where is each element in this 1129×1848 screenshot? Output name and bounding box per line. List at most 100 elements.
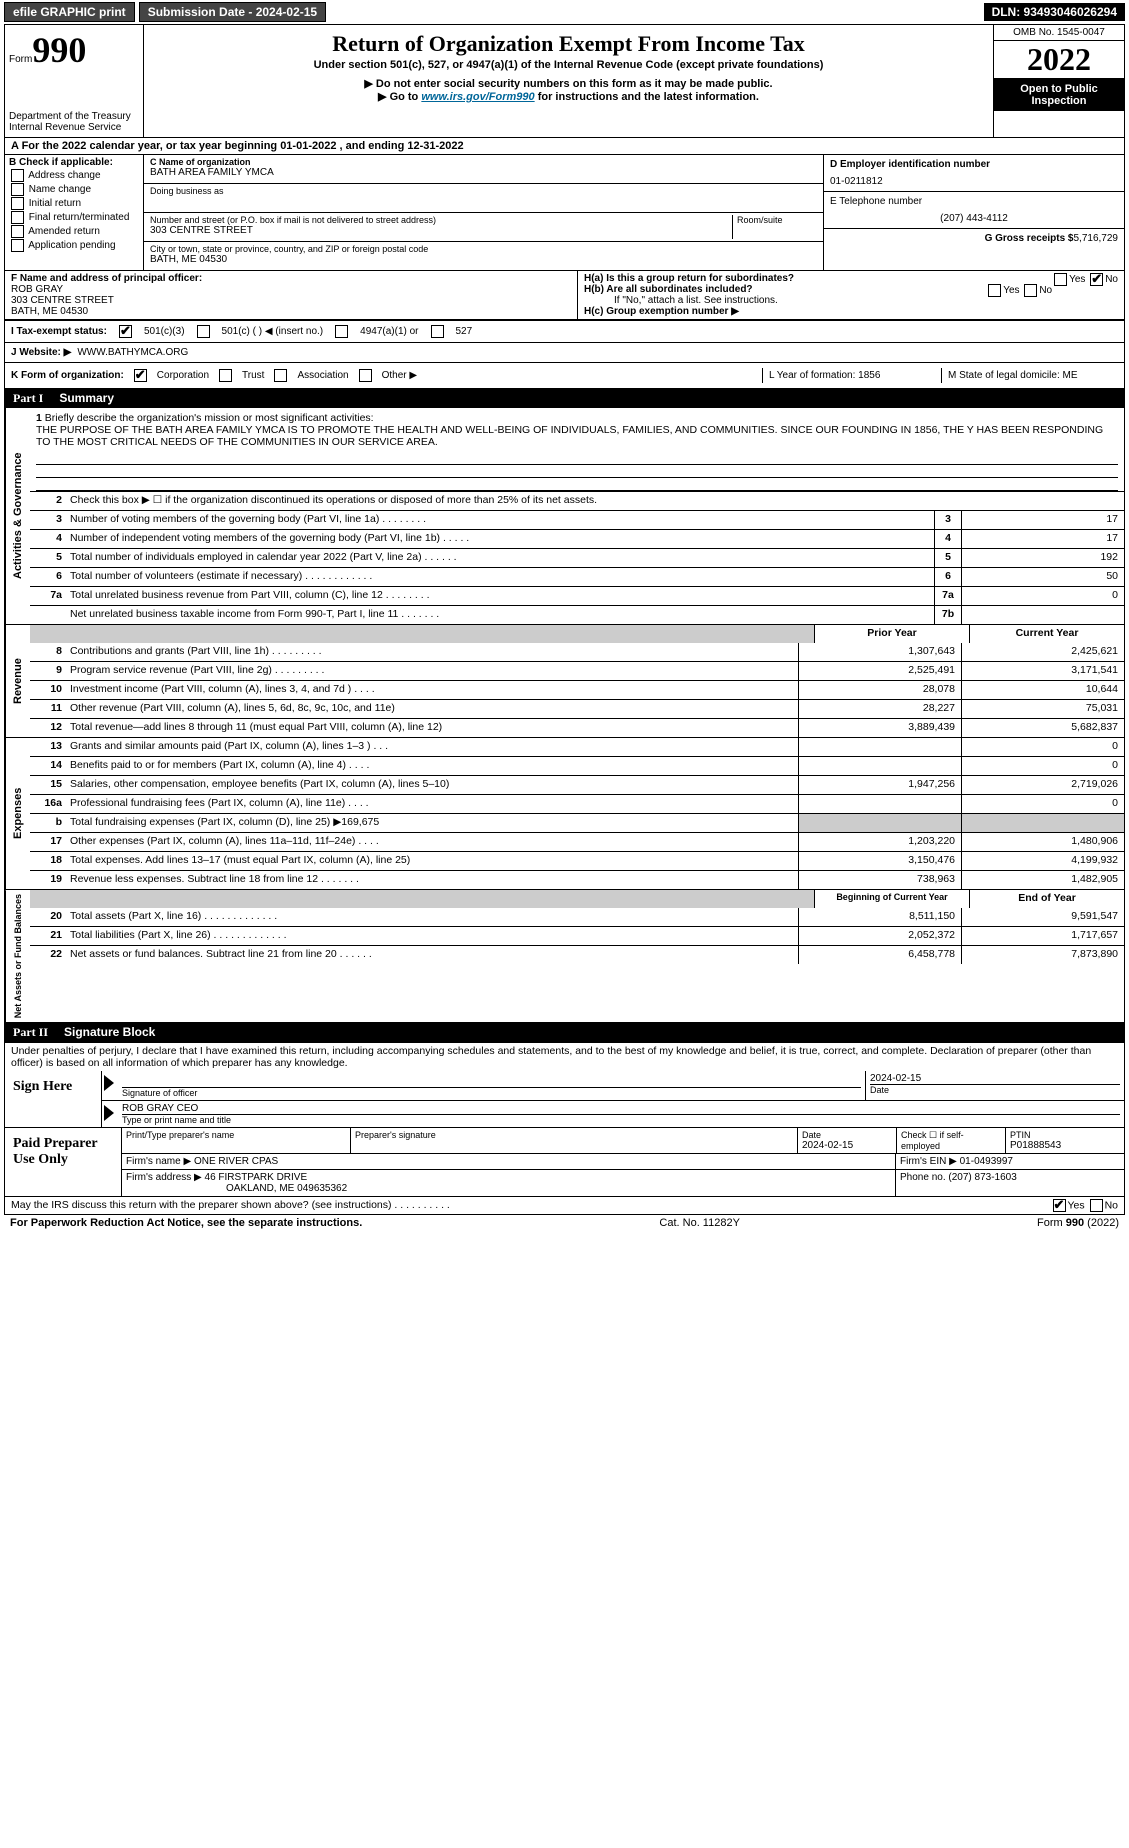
form-prefix: Form: [9, 54, 32, 65]
revenue-block: Revenue Prior YearCurrent Year 8Contribu…: [5, 625, 1124, 738]
street-addr: 303 CENTRE STREET: [150, 225, 728, 236]
form-990-page: Form990 Department of the Treasury Inter…: [4, 24, 1125, 1043]
irs-link[interactable]: www.irs.gov/Form990: [421, 91, 534, 103]
hdr-beg: Beginning of Current Year: [814, 890, 969, 908]
hdr-prior: Prior Year: [814, 625, 969, 643]
open-to-public: Open to Public Inspection: [994, 79, 1124, 111]
chk-address: Address change: [9, 169, 139, 182]
table-row: 10Investment income (Part VIII, column (…: [30, 680, 1124, 699]
ein-value: 01-0211812: [830, 176, 1118, 187]
identity-block: B Check if applicable: Address change Na…: [5, 155, 1124, 271]
dln: DLN: 93493046026294: [984, 3, 1125, 21]
mission-label: Briefly describe the organization's miss…: [45, 412, 374, 424]
efile-badge: efile GRAPHIC print: [4, 2, 135, 22]
table-row: 20Total assets (Part X, line 16) . . . .…: [30, 908, 1124, 926]
table-row: 13Grants and similar amounts paid (Part …: [30, 738, 1124, 756]
sign-date: 2024-02-15: [870, 1073, 1120, 1084]
name-label: C Name of organization: [150, 157, 817, 167]
dba-label: Doing business as: [150, 186, 817, 196]
officer-addr2: BATH, ME 04530: [11, 306, 571, 317]
ein-label: D Employer identification number: [830, 159, 1118, 170]
firm-ein: 01-0493997: [960, 1156, 1013, 1167]
website-row: J Website: ▶ WWW.BATHYMCA.ORG: [5, 343, 1124, 363]
addr-label: Number and street (or P.O. box if mail i…: [150, 215, 728, 225]
top-bar: efile GRAPHIC print Submission Date - 20…: [0, 0, 1129, 24]
gross-label: G Gross receipts $: [985, 233, 1074, 244]
tax-status-row: I Tax-exempt status: 501(c)(3) 501(c) ( …: [11, 325, 571, 338]
officer-name: ROB GRAY: [11, 284, 571, 295]
line5-val: 192: [961, 549, 1124, 567]
table-row: 21Total liabilities (Part X, line 26) . …: [30, 926, 1124, 945]
website-value: WWW.BATHYMCA.ORG: [77, 347, 188, 358]
table-row: 22Net assets or fund balances. Subtract …: [30, 945, 1124, 964]
room-label: Room/suite: [733, 215, 817, 239]
line4-val: 17: [961, 530, 1124, 548]
hdr-curr: Current Year: [969, 625, 1124, 643]
paid-preparer-block: Paid Preparer Use Only Print/Type prepar…: [4, 1128, 1125, 1197]
discuss-row: May the IRS discuss this return with the…: [4, 1197, 1125, 1215]
page-footer: For Paperwork Reduction Act Notice, see …: [4, 1215, 1125, 1231]
table-row: 17Other expenses (Part IX, column (A), l…: [30, 832, 1124, 851]
table-row: 15Salaries, other compensation, employee…: [30, 775, 1124, 794]
chk-final: Final return/terminated: [9, 211, 139, 224]
tax-year: 2022: [994, 41, 1124, 79]
chk-pending: Application pending: [9, 239, 139, 252]
city-state: BATH, ME 04530: [150, 254, 817, 265]
officer-addr1: 303 CENTRE STREET: [11, 295, 571, 306]
irs-label: Internal Revenue Service: [9, 122, 139, 133]
phone-value: (207) 443-4112: [830, 213, 1118, 224]
sign-here-label: Sign Here: [5, 1071, 101, 1127]
table-row: 16aProfessional fundraising fees (Part I…: [30, 794, 1124, 813]
table-row: bTotal fundraising expenses (Part IX, co…: [30, 813, 1124, 832]
preparer-label: Paid Preparer Use Only: [5, 1128, 121, 1196]
table-row: 8Contributions and grants (Part VIII, li…: [30, 643, 1124, 661]
officer-name-title: ROB GRAY CEO: [122, 1103, 1120, 1114]
name-title-label: Type or print name and title: [122, 1114, 1120, 1125]
state-domicile: M State of legal domicile: ME: [941, 368, 1124, 383]
side-governance: Activities & Governance: [5, 408, 30, 624]
side-netassets: Net Assets or Fund Balances: [5, 890, 30, 1022]
firm-addr2: OAKLAND, ME 049635362: [126, 1183, 347, 1194]
table-row: 11Other revenue (Part VIII, column (A), …: [30, 699, 1124, 718]
governance-block: Activities & Governance 1 Briefly descri…: [5, 408, 1124, 625]
hc-row: H(c) Group exemption number ▶: [584, 306, 1118, 317]
org-name: BATH AREA FAMILY YMCA: [150, 167, 817, 178]
paperwork-notice: For Paperwork Reduction Act Notice, see …: [10, 1217, 362, 1229]
chk-name: Name change: [9, 183, 139, 196]
form-org-row: K Form of organization: Corporation Trus…: [5, 363, 756, 388]
line7b: Net unrelated business taxable income fr…: [66, 606, 934, 624]
ssn-note: ▶ Do not enter social security numbers o…: [152, 77, 985, 90]
firm-phone: (207) 873-1603: [948, 1172, 1016, 1183]
table-row: 18Total expenses. Add lines 13–17 (must …: [30, 851, 1124, 870]
firm-addr1: 46 FIRSTPARK DRIVE: [205, 1172, 308, 1183]
sig-officer-label: Signature of officer: [122, 1087, 861, 1098]
col-b-checkboxes: B Check if applicable: Address change Na…: [5, 155, 144, 270]
part1-header: Part I Summary: [5, 389, 1124, 408]
line4: Number of independent voting members of …: [66, 530, 934, 548]
col-de: D Employer identification number 01-0211…: [823, 155, 1124, 270]
line7a-val: 0: [961, 587, 1124, 605]
line7a: Total unrelated business revenue from Pa…: [66, 587, 934, 605]
col-c-org: C Name of organization BATH AREA FAMILY …: [144, 155, 823, 270]
phone-label: E Telephone number: [830, 196, 1118, 207]
chk-initial: Initial return: [9, 197, 139, 210]
gross-value: 5,716,729: [1074, 233, 1119, 244]
table-row: 12Total revenue—add lines 8 through 11 (…: [30, 718, 1124, 737]
officer-label: F Name and address of principal officer:: [11, 273, 571, 284]
row-a-period: A For the 2022 calendar year, or tax yea…: [5, 138, 1124, 155]
table-row: 9Program service revenue (Part VIII, lin…: [30, 661, 1124, 680]
sign-here-block: Sign Here Signature of officer 2024-02-1…: [4, 1071, 1125, 1128]
officer-group-row: F Name and address of principal officer:…: [5, 271, 1124, 320]
table-row: 19Revenue less expenses. Subtract line 1…: [30, 870, 1124, 889]
hdr-end: End of Year: [969, 890, 1124, 908]
line6-val: 50: [961, 568, 1124, 586]
form-number: 990: [32, 30, 86, 70]
part2-header: Part II Signature Block: [5, 1023, 1124, 1042]
form-subtitle: Under section 501(c), 527, or 4947(a)(1)…: [152, 59, 985, 71]
line2: Check this box ▶ ☐ if the organization d…: [66, 492, 1124, 510]
mission-text: THE PURPOSE OF THE BATH AREA FAMILY YMCA…: [36, 424, 1103, 448]
line3: Number of voting members of the governin…: [66, 511, 934, 529]
side-revenue: Revenue: [5, 625, 30, 737]
table-row: 14Benefits paid to or for members (Part …: [30, 756, 1124, 775]
netassets-block: Net Assets or Fund Balances Beginning of…: [5, 890, 1124, 1023]
